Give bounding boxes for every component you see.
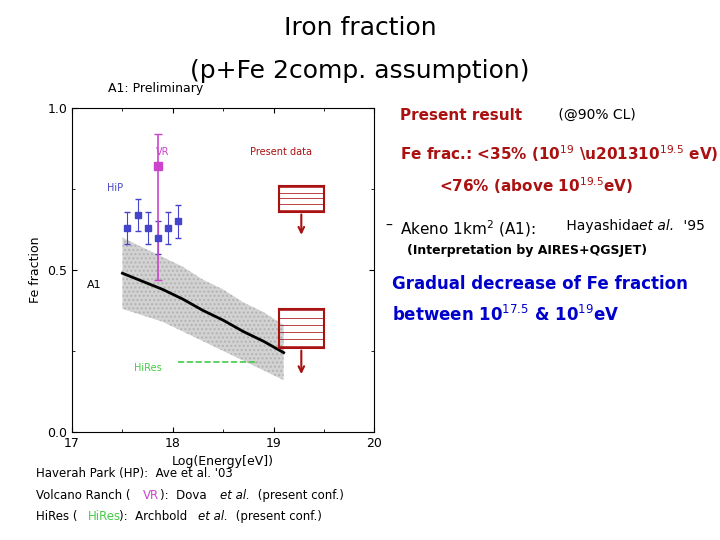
Text: VR: VR — [156, 147, 169, 157]
Text: between 10$^{17.5}$ & 10$^{19}$eV: between 10$^{17.5}$ & 10$^{19}$eV — [392, 305, 619, 325]
Text: Volcano Ranch (: Volcano Ranch ( — [36, 489, 130, 502]
Text: Haverah Park (HP):  Ave et al. '03: Haverah Park (HP): Ave et al. '03 — [36, 467, 233, 480]
Text: VR: VR — [143, 489, 158, 502]
Text: Fe frac.: <35% (10$^{19}$ \u201310$^{19.5}$ eV): Fe frac.: <35% (10$^{19}$ \u201310$^{19.… — [400, 143, 718, 164]
Text: (present conf.): (present conf.) — [232, 510, 322, 523]
Text: '95: '95 — [679, 219, 705, 233]
Text: HiRes: HiRes — [135, 363, 162, 373]
Text: ):  Archbold: ): Archbold — [119, 510, 191, 523]
Text: Present data: Present data — [250, 147, 312, 157]
Text: (present conf.): (present conf.) — [254, 489, 344, 502]
Text: (p+Fe 2comp. assumption): (p+Fe 2comp. assumption) — [190, 59, 530, 83]
Text: Akeno 1km$^2$ (A1):: Akeno 1km$^2$ (A1): — [400, 219, 535, 239]
Text: HiRes (: HiRes ( — [36, 510, 78, 523]
Text: A1: A1 — [87, 280, 102, 289]
Text: HiP: HiP — [107, 183, 123, 193]
Text: et al.: et al. — [198, 510, 228, 523]
Y-axis label: Fe fraction: Fe fraction — [29, 237, 42, 303]
Text: ):  Dova: ): Dova — [160, 489, 210, 502]
Text: Gradual decrease of Fe fraction: Gradual decrease of Fe fraction — [392, 275, 688, 293]
Text: HiRes: HiRes — [88, 510, 121, 523]
Text: Iron fraction: Iron fraction — [284, 16, 436, 40]
X-axis label: Log(Energy[eV]): Log(Energy[eV]) — [172, 455, 274, 468]
Text: et al.: et al. — [220, 489, 249, 502]
Text: et al.: et al. — [639, 219, 674, 233]
Text: Present result: Present result — [400, 108, 522, 123]
Text: Hayashida: Hayashida — [562, 219, 644, 233]
Text: <76% (above 10$^{19.5}$eV): <76% (above 10$^{19.5}$eV) — [439, 176, 634, 196]
Text: –: – — [385, 219, 392, 233]
Text: A1: Preliminary: A1: Preliminary — [108, 82, 204, 95]
Text: (Interpretation by AIRES+QGSJET): (Interpretation by AIRES+QGSJET) — [407, 244, 647, 257]
Text: (@90% CL): (@90% CL) — [554, 108, 636, 122]
